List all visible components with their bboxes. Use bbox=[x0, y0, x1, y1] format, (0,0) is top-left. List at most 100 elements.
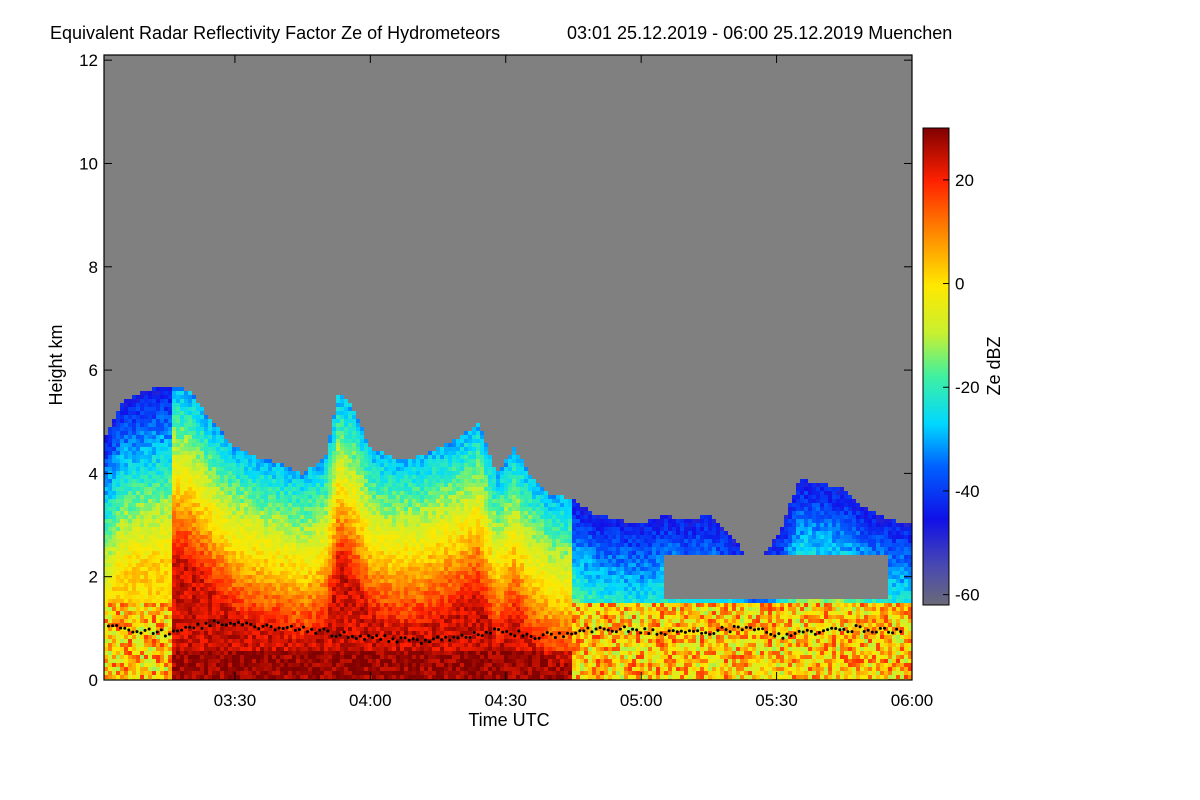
heat-cell bbox=[184, 527, 188, 531]
heat-cell bbox=[380, 503, 384, 507]
heat-cell bbox=[176, 551, 180, 555]
heat-cell bbox=[188, 467, 192, 471]
heat-cell bbox=[268, 627, 272, 631]
heat-cell bbox=[352, 423, 356, 427]
heat-cell bbox=[412, 563, 416, 567]
heat-cell bbox=[408, 583, 412, 587]
heat-cell bbox=[292, 491, 296, 495]
heat-cell bbox=[392, 507, 396, 511]
heat-cell bbox=[220, 431, 224, 435]
heat-cell bbox=[388, 659, 392, 663]
heat-cell bbox=[104, 523, 108, 527]
heat-cell bbox=[164, 463, 168, 467]
heat-cell bbox=[340, 395, 344, 399]
heat-cell bbox=[292, 555, 296, 559]
heat-cell bbox=[220, 479, 224, 483]
heat-cell bbox=[192, 675, 196, 679]
heat-cell bbox=[240, 663, 244, 667]
heat-cell bbox=[308, 523, 312, 527]
heat-cell bbox=[236, 491, 240, 495]
heat-cell bbox=[216, 531, 220, 535]
heat-cell bbox=[392, 467, 396, 471]
heat-cell bbox=[136, 415, 140, 419]
heat-cell bbox=[348, 539, 352, 543]
heat-cell bbox=[380, 463, 384, 467]
heat-cell bbox=[388, 487, 392, 491]
heat-cell bbox=[148, 531, 152, 535]
heat-cell bbox=[144, 663, 148, 667]
heat-cell bbox=[212, 647, 216, 651]
heat-cell bbox=[348, 643, 352, 647]
heat-cell bbox=[124, 611, 128, 615]
heat-cell bbox=[332, 603, 336, 607]
heat-cell bbox=[132, 511, 136, 515]
heat-cell bbox=[200, 531, 204, 535]
heat-cell bbox=[372, 579, 376, 583]
heat-cell bbox=[412, 579, 416, 583]
heat-cell bbox=[220, 595, 224, 599]
heat-cell bbox=[400, 575, 404, 579]
heat-cell bbox=[400, 479, 404, 483]
heat-cell bbox=[312, 595, 316, 599]
heat-cell bbox=[244, 599, 248, 603]
heat-cell bbox=[368, 471, 372, 475]
heat-cell bbox=[388, 595, 392, 599]
heat-cell bbox=[148, 499, 152, 503]
heat-cell bbox=[360, 563, 364, 567]
heat-cell bbox=[192, 663, 196, 667]
heat-cell bbox=[236, 543, 240, 547]
heat-cell bbox=[352, 479, 356, 483]
heat-cell bbox=[320, 651, 324, 655]
heat-cell bbox=[204, 459, 208, 463]
heat-cell bbox=[392, 459, 396, 463]
heat-cell bbox=[128, 535, 132, 539]
heat-cell bbox=[268, 463, 272, 467]
heat-cell bbox=[124, 423, 128, 427]
heat-cell bbox=[272, 479, 276, 483]
heat-cell bbox=[132, 507, 136, 511]
heat-cell bbox=[152, 503, 156, 507]
heat-cell bbox=[332, 483, 336, 487]
heat-cell bbox=[356, 487, 360, 491]
heat-cell bbox=[324, 599, 328, 603]
heat-cell bbox=[240, 555, 244, 559]
heat-cell bbox=[324, 559, 328, 563]
heat-cell bbox=[216, 591, 220, 595]
heat-cell bbox=[156, 507, 160, 511]
heat-cell bbox=[264, 459, 268, 463]
heat-cell bbox=[296, 503, 300, 507]
heat-cell bbox=[408, 619, 412, 623]
heat-cell bbox=[412, 575, 416, 579]
heat-cell bbox=[304, 483, 308, 487]
heat-cell bbox=[372, 543, 376, 547]
heat-cell bbox=[368, 587, 372, 591]
heat-cell bbox=[220, 439, 224, 443]
heat-cell bbox=[340, 655, 344, 659]
heat-cell bbox=[336, 435, 340, 439]
heat-cell bbox=[412, 607, 416, 611]
heat-cell bbox=[112, 471, 116, 475]
heat-cell bbox=[180, 663, 184, 667]
heat-cell bbox=[160, 675, 164, 679]
heat-cell bbox=[236, 451, 240, 455]
heat-cell bbox=[396, 643, 400, 647]
heat-cell bbox=[400, 559, 404, 563]
heat-cell bbox=[184, 631, 188, 635]
heat-cell bbox=[204, 651, 208, 655]
heat-cell bbox=[408, 635, 412, 639]
heat-cell bbox=[268, 543, 272, 547]
heat-cell bbox=[384, 535, 388, 539]
heat-cell bbox=[136, 483, 140, 487]
heat-cell bbox=[148, 511, 152, 515]
heat-cell bbox=[144, 491, 148, 495]
heat-cell bbox=[256, 655, 260, 659]
heat-cell bbox=[140, 567, 144, 571]
heat-cell bbox=[276, 659, 280, 663]
heat-cell bbox=[164, 423, 168, 427]
heat-cell bbox=[348, 443, 352, 447]
heat-cell bbox=[296, 667, 300, 671]
heat-cell bbox=[264, 527, 268, 531]
heat-cell bbox=[352, 567, 356, 571]
heat-cell bbox=[384, 651, 388, 655]
heat-cell bbox=[344, 579, 348, 583]
